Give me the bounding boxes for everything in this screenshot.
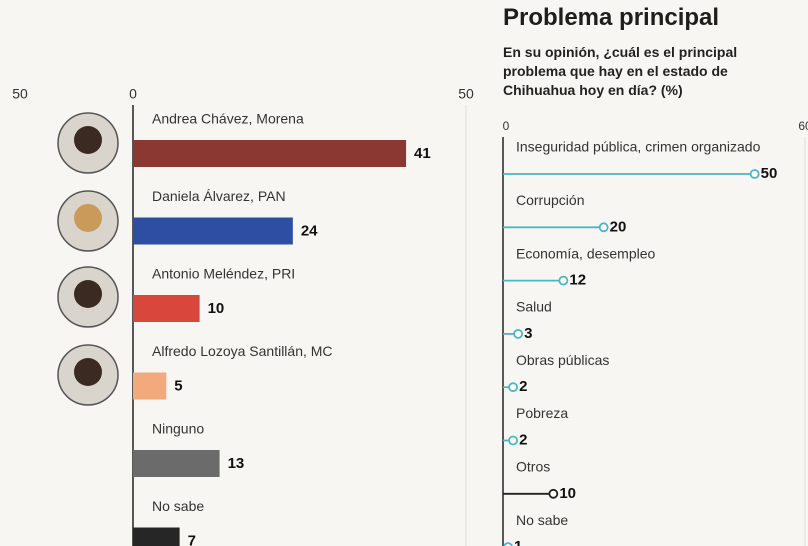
- value-label: 1: [514, 538, 522, 546]
- category-label: Ninguno: [152, 421, 204, 437]
- value-label: 24: [301, 222, 318, 239]
- face: [74, 126, 102, 154]
- value-label: 10: [208, 300, 225, 317]
- lollipop-dot: [558, 275, 569, 286]
- value-label: 5: [174, 377, 182, 394]
- category-label: Salud: [516, 299, 552, 315]
- value-label: 13: [228, 455, 245, 472]
- x-tick-label: 0: [129, 86, 137, 102]
- value-label: 20: [610, 218, 627, 235]
- x-tick-label: 60: [798, 119, 808, 133]
- x-tick-label: 0: [503, 119, 510, 133]
- category-label: Otros: [516, 459, 550, 475]
- value-label: 12: [569, 272, 586, 289]
- lollipop-dot: [513, 328, 523, 339]
- value-label: 2: [519, 431, 527, 448]
- cropped-tick-label: 50: [12, 86, 28, 102]
- value-label: 3: [524, 325, 532, 342]
- chart-title: Problema principal: [503, 4, 720, 31]
- category-label: Inseguridad pública, crimen organizado: [516, 139, 761, 155]
- face: [74, 204, 102, 232]
- value-label: 7: [188, 532, 196, 546]
- bar: [133, 217, 293, 245]
- lollipop-dot: [508, 435, 518, 446]
- value-label: 2: [519, 378, 527, 395]
- category-label: Economía, desempleo: [516, 245, 656, 261]
- bar: [133, 450, 220, 477]
- lollipop-dot: [503, 542, 513, 546]
- faces: [74, 126, 102, 386]
- category-label: Andrea Chávez, Morena: [152, 111, 304, 127]
- lollipop-dot: [548, 488, 559, 499]
- category-label: Antonio Meléndez, PRI: [152, 266, 295, 282]
- bar: [133, 372, 167, 400]
- category-label: Obras públicas: [516, 352, 609, 368]
- category-label: No sabe: [152, 498, 204, 514]
- value-label: 50: [761, 165, 778, 182]
- category-label: Pobreza: [516, 405, 568, 421]
- value-label: 10: [559, 485, 576, 502]
- category-label: Daniela Álvarez, PAN: [152, 188, 286, 204]
- value-label: 41: [414, 145, 431, 162]
- face: [74, 280, 102, 308]
- lollipop-dot: [598, 222, 609, 233]
- lollipop-dot: [749, 169, 760, 179]
- category-label: Alfredo Lozoya Santillán, MC: [152, 343, 333, 359]
- bar: [133, 140, 407, 167]
- x-tick-label: 50: [458, 86, 474, 102]
- category-label: Corrupción: [516, 192, 584, 208]
- bar: [133, 527, 180, 546]
- bar: [133, 295, 200, 322]
- category-label: No sabe: [516, 512, 568, 528]
- face: [74, 358, 102, 386]
- chart-subtitle: En su opinión, ¿cuál es el principal pro…: [503, 44, 738, 98]
- lollipop-dot: [508, 382, 518, 393]
